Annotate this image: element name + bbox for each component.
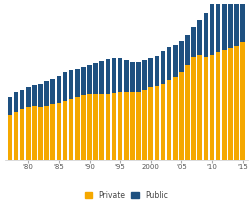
Bar	[100, 94, 104, 160]
Bar	[154, 86, 159, 160]
Bar	[56, 103, 61, 160]
Bar	[32, 85, 37, 106]
Bar	[50, 104, 55, 160]
Bar	[154, 56, 159, 86]
Bar	[106, 59, 110, 94]
Bar	[179, 41, 184, 72]
Bar	[14, 112, 18, 160]
Bar	[26, 107, 30, 160]
Bar	[63, 101, 67, 160]
Bar	[112, 93, 116, 160]
Bar	[148, 87, 153, 160]
Bar	[136, 92, 141, 160]
Bar	[20, 90, 24, 109]
Bar	[228, 48, 233, 160]
Bar	[56, 76, 61, 103]
Bar	[75, 97, 80, 160]
Bar	[173, 45, 178, 77]
Bar	[234, 46, 239, 160]
Bar	[112, 58, 116, 93]
Bar	[198, 20, 202, 55]
Bar	[69, 99, 73, 160]
Bar	[118, 92, 122, 160]
Bar	[20, 109, 24, 160]
Bar	[191, 27, 196, 57]
Bar	[81, 95, 86, 160]
Bar	[191, 57, 196, 160]
Bar	[179, 72, 184, 160]
Bar	[167, 80, 172, 160]
Bar	[93, 63, 98, 94]
Bar	[136, 62, 141, 92]
Bar	[167, 47, 172, 80]
Bar	[75, 69, 80, 97]
Bar	[210, 55, 214, 160]
Bar	[38, 107, 43, 160]
Bar	[69, 70, 73, 99]
Bar	[63, 72, 67, 101]
Bar	[142, 60, 147, 90]
Bar	[26, 87, 30, 107]
Legend: Private, Public: Private, Public	[82, 188, 171, 200]
Bar	[100, 61, 104, 94]
Bar	[210, 4, 214, 55]
Bar	[161, 51, 165, 84]
Bar	[222, 0, 226, 50]
Bar	[204, 57, 208, 160]
Bar	[32, 106, 37, 160]
Bar	[124, 92, 128, 160]
Bar	[50, 79, 55, 104]
Bar	[118, 58, 122, 92]
Bar	[124, 60, 128, 92]
Bar	[8, 97, 12, 115]
Bar	[185, 35, 190, 65]
Bar	[204, 13, 208, 57]
Bar	[216, 0, 220, 52]
Bar	[44, 81, 49, 106]
Bar	[240, 0, 245, 42]
Bar	[14, 92, 18, 112]
Bar	[130, 62, 135, 92]
Bar	[87, 94, 92, 160]
Bar	[142, 90, 147, 160]
Bar	[81, 67, 86, 95]
Bar	[228, 0, 233, 48]
Bar	[240, 42, 245, 160]
Bar	[44, 106, 49, 160]
Bar	[106, 94, 110, 160]
Bar	[38, 84, 43, 107]
Bar	[161, 84, 165, 160]
Bar	[148, 58, 153, 87]
Bar	[234, 0, 239, 46]
Bar	[185, 65, 190, 160]
Bar	[198, 55, 202, 160]
Bar	[93, 94, 98, 160]
Bar	[173, 77, 178, 160]
Bar	[216, 52, 220, 160]
Bar	[87, 65, 92, 94]
Bar	[130, 92, 135, 160]
Bar	[8, 115, 12, 160]
Bar	[222, 50, 226, 160]
